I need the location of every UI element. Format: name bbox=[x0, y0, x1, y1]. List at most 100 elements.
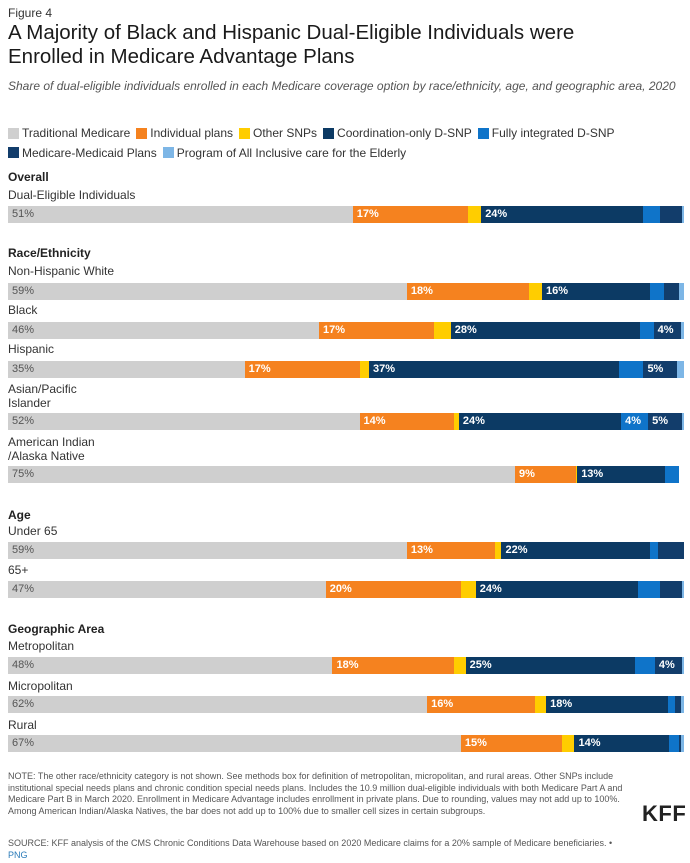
bar-segment: 37% bbox=[368, 361, 620, 378]
bar-segment: 5% bbox=[648, 413, 682, 430]
bar-segment bbox=[681, 657, 684, 674]
bar-value-label: 17% bbox=[248, 363, 271, 375]
chart-legend: Traditional Medicare Individual plans Othe… bbox=[8, 124, 688, 163]
bar-value-label: 24% bbox=[462, 415, 485, 427]
bar-segment bbox=[677, 361, 684, 378]
bar-segment: 46% bbox=[8, 322, 319, 339]
bar-value-label: 75% bbox=[12, 468, 35, 480]
bar-value-label: 25% bbox=[469, 659, 492, 671]
chart-subtitle: Share of dual-eligible individuals enrol… bbox=[8, 79, 676, 93]
bar-segment bbox=[619, 361, 644, 378]
bar-segment bbox=[638, 581, 661, 598]
bar-segment: 51% bbox=[8, 206, 353, 223]
stacked-bar: 67% 15% 14% bbox=[8, 735, 684, 752]
bar-segment: 22% bbox=[501, 542, 651, 559]
bar-value-label: 17% bbox=[356, 208, 379, 220]
legend-swatch bbox=[8, 127, 19, 139]
bar-segment bbox=[454, 413, 459, 430]
bar-segment bbox=[460, 581, 476, 598]
bar-segment: 9% bbox=[515, 466, 576, 483]
bar-value-label: 20% bbox=[329, 583, 352, 595]
legend-item: Individual plans bbox=[136, 124, 233, 142]
bar-segment: 17% bbox=[318, 322, 434, 339]
legend-label: Medicare-Medicaid Plans bbox=[22, 145, 157, 160]
stacked-bar: 59% 18% 16% bbox=[8, 283, 684, 300]
row-label: Hispanic bbox=[8, 342, 55, 356]
legend-label: Other SNPs bbox=[253, 126, 318, 140]
row-label: American Indian /Alaska Native bbox=[8, 435, 95, 463]
bar-value-label: 67% bbox=[12, 737, 35, 749]
bar-value-label: 14% bbox=[363, 415, 386, 427]
legend-item: Coordination-only D-SNP bbox=[323, 124, 472, 142]
bar-segment bbox=[663, 283, 679, 300]
row-label: Metropolitan bbox=[8, 639, 75, 653]
legend-swatch bbox=[239, 127, 251, 139]
bar-segment bbox=[643, 206, 661, 223]
bar-segment bbox=[454, 657, 466, 674]
bar-segment: 17% bbox=[352, 206, 468, 223]
bar-value-label: 16% bbox=[431, 698, 454, 710]
section-title: Race/Ethnicity bbox=[8, 246, 91, 260]
stacked-bar: 47% 20% 24% bbox=[8, 581, 684, 598]
legend-item: Medicare-Medicaid Plans bbox=[8, 144, 157, 162]
bar-segment: 16% bbox=[542, 283, 651, 300]
row-label: Under 65 bbox=[8, 524, 58, 538]
bar-segment: 14% bbox=[574, 735, 670, 752]
bar-segment: 17% bbox=[244, 361, 360, 378]
bar-value-label: 37% bbox=[372, 363, 395, 375]
bar-segment: 25% bbox=[465, 657, 635, 674]
bar-segment bbox=[678, 283, 684, 300]
bar-segment: 13% bbox=[577, 466, 666, 483]
row-label: Non-Hispanic White bbox=[8, 264, 115, 278]
chart-title: A Majority of Black and Hispanic Dual-El… bbox=[8, 21, 575, 68]
bar-segment bbox=[467, 206, 482, 223]
stacked-bar: 51% 17% 24% bbox=[8, 206, 684, 223]
bar-value-label: 16% bbox=[546, 285, 569, 297]
stacked-bar: 75% 9% 13% bbox=[8, 466, 684, 483]
png-download-link[interactable]: PNG bbox=[8, 849, 28, 860]
legend-label: Program of All Inclusive care for the El… bbox=[176, 145, 407, 160]
bar-value-label: 17% bbox=[322, 324, 345, 336]
bar-value-label: 35% bbox=[12, 363, 35, 375]
legend-label: Coordination-only D-SNP bbox=[337, 126, 472, 140]
bar-value-label: 5% bbox=[652, 415, 669, 427]
bar-segment bbox=[681, 696, 684, 713]
bar-segment bbox=[494, 542, 502, 559]
bar-segment bbox=[359, 361, 369, 378]
stacked-bar: 52% 14% 24% 4% 5% bbox=[8, 413, 684, 430]
bar-value-label: 18% bbox=[410, 285, 433, 297]
bar-segment: 14% bbox=[359, 413, 455, 430]
bar-segment: 24% bbox=[458, 413, 622, 430]
bar-segment: 5% bbox=[643, 361, 678, 378]
section-title: Geographic Area bbox=[8, 622, 105, 636]
bar-value-label: 52% bbox=[12, 415, 35, 427]
bar-segment bbox=[681, 206, 684, 223]
bar-segment bbox=[669, 735, 679, 752]
bar-value-label: 24% bbox=[485, 208, 508, 220]
bar-segment bbox=[681, 581, 684, 598]
bar-segment: 24% bbox=[481, 206, 644, 223]
section-title: Overall bbox=[8, 170, 49, 184]
bar-segment bbox=[678, 735, 682, 752]
bar-segment: 35% bbox=[8, 361, 245, 378]
bar-value-label: 48% bbox=[12, 659, 35, 671]
bar-value-label: 18% bbox=[336, 659, 359, 671]
bar-value-label: 47% bbox=[12, 583, 35, 595]
bar-segment: 67% bbox=[8, 735, 461, 752]
legend-label: Fully integrated D-SNP bbox=[491, 126, 615, 140]
legend-label: Traditional Medicare bbox=[22, 126, 131, 140]
bar-value-label: 14% bbox=[578, 737, 601, 749]
bar-value-label: 4% bbox=[657, 324, 674, 336]
stacked-bar: 48% 18% 25% 4% bbox=[8, 657, 684, 674]
bar-segment bbox=[528, 283, 543, 300]
bar-segment bbox=[658, 542, 684, 559]
bar-segment: 28% bbox=[450, 322, 641, 339]
bar-value-label: 18% bbox=[550, 698, 573, 710]
bar-segment bbox=[650, 283, 664, 300]
bar-segment: 62% bbox=[8, 696, 428, 713]
bar-segment bbox=[575, 466, 578, 483]
legend-item: Program of All Inclusive care for the El… bbox=[162, 144, 407, 162]
bar-value-label: 59% bbox=[12, 544, 35, 556]
bar-segment bbox=[674, 696, 682, 713]
chart-note: NOTE: The other race/ethnicity category … bbox=[8, 771, 623, 816]
